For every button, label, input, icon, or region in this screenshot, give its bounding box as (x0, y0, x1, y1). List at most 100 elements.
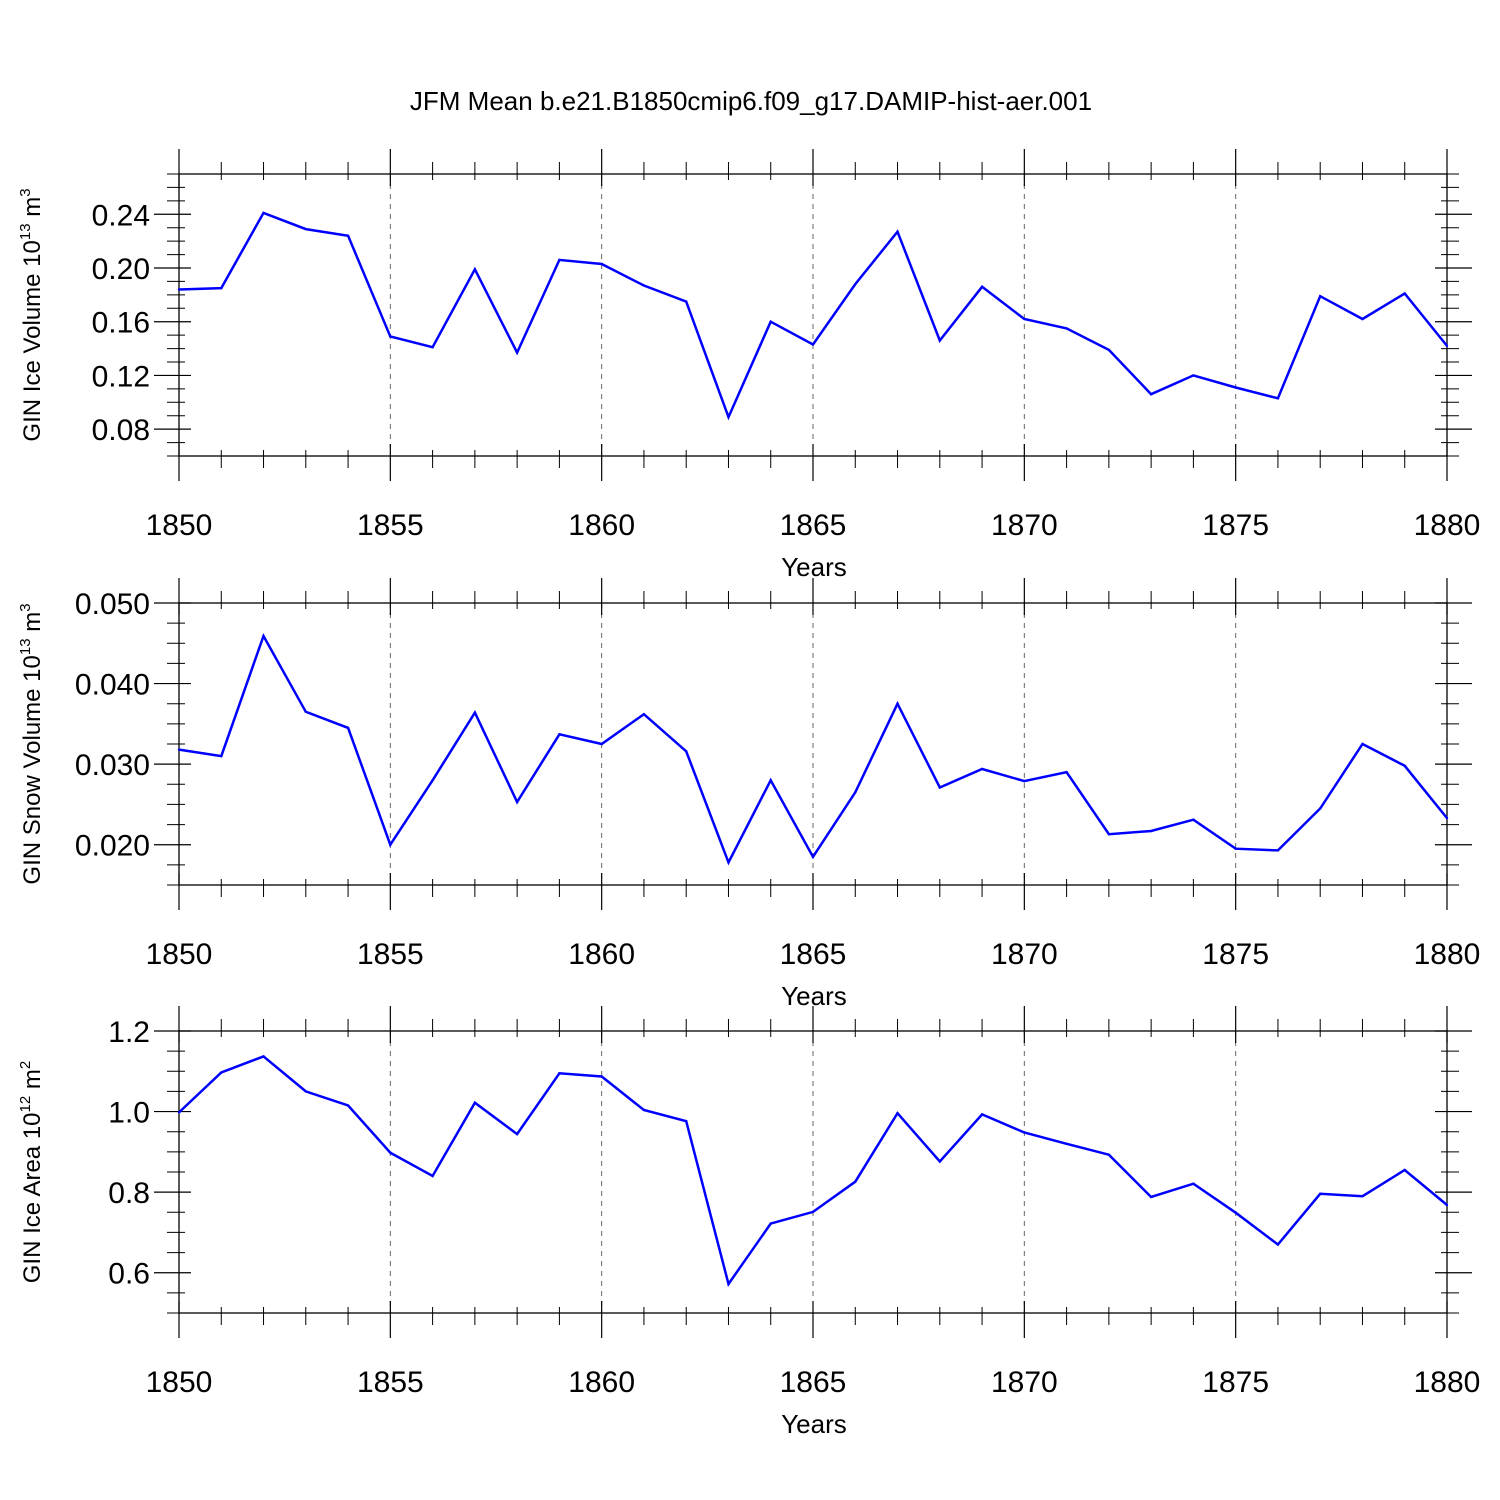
data-point (685, 1120, 688, 1123)
data-point (220, 754, 223, 758)
y-tick-label: 0.050 (75, 588, 150, 621)
x-tick-label: 1860 (568, 509, 635, 542)
data-point (811, 855, 815, 858)
panel-2: 1850 1855 1860 1865 1870 1875 1880 Years 0.020 0.… (17, 578, 1480, 1011)
y-axis-title: GIN Snow Volume 1013 m3 (17, 603, 46, 884)
data-point (854, 282, 857, 286)
data-point (558, 258, 561, 262)
data-point (1065, 1142, 1068, 1146)
x-tick-label: 1875 (1202, 1366, 1269, 1399)
y-tick-label: 0.030 (75, 749, 150, 782)
data-point (1065, 771, 1068, 774)
data-point (1445, 816, 1449, 820)
x-axis-title: Years (781, 552, 847, 582)
data-point (1149, 1195, 1153, 1199)
data-point (262, 211, 265, 215)
data-point (346, 726, 350, 730)
data-point (558, 1072, 561, 1075)
data-point (1149, 829, 1153, 833)
data-point (515, 351, 519, 354)
x-tick-label: 1850 (146, 938, 213, 971)
data-point (854, 1180, 857, 1183)
data-point (1107, 1153, 1111, 1156)
data-point (304, 1090, 307, 1093)
data-point (1403, 764, 1406, 767)
chart-title: JFM Mean b.e21.B1850cmip6.f09_g17.DAMIP-… (410, 86, 1092, 116)
data-point (980, 767, 984, 771)
x-tick-label: 1855 (357, 1366, 424, 1399)
data-point (177, 1111, 181, 1114)
data-point (1403, 1168, 1406, 1172)
data-point (389, 335, 392, 338)
x-tick-label: 1875 (1202, 509, 1269, 542)
data-point (220, 286, 223, 290)
data-point (431, 1174, 434, 1178)
data-point (262, 1055, 265, 1058)
data-point (431, 779, 434, 782)
data-point (1319, 807, 1322, 810)
data-point (769, 1222, 772, 1225)
data-point (1276, 1243, 1280, 1246)
data-point (1234, 847, 1237, 850)
data-point (1192, 818, 1195, 821)
data-point (1023, 317, 1026, 321)
data-point (769, 320, 772, 323)
data-point (980, 285, 984, 288)
x-tick-label: 1870 (991, 938, 1058, 971)
panels: 1850 1855 1860 1865 1870 1875 1880 Years 0.08 0.1… (17, 149, 1480, 1439)
data-point (389, 1151, 392, 1154)
y-tick-label: 0.6 (108, 1258, 150, 1291)
data-point (896, 230, 899, 233)
data-point (938, 1160, 941, 1163)
data-point (727, 861, 730, 864)
x-tick-label: 1855 (357, 938, 424, 971)
y-tick-label: 1.2 (108, 1016, 150, 1049)
y-tick-label: 0.8 (108, 1177, 150, 1210)
data-point (642, 1108, 646, 1112)
y-tick-label: 0.16 (92, 307, 150, 340)
y-axis-title: GIN Ice Area 1012 m2 (17, 1061, 46, 1283)
x-tick-label: 1850 (146, 509, 213, 542)
data-point (1023, 779, 1026, 783)
y-tick-label: 0.20 (92, 253, 150, 286)
data-point (642, 284, 646, 287)
data-point (938, 786, 941, 789)
data-point (515, 800, 519, 804)
x-tick-label: 1865 (780, 509, 847, 542)
data-point (262, 634, 265, 638)
x-tick-label: 1860 (568, 938, 635, 971)
x-tick-label: 1880 (1414, 938, 1481, 971)
data-point (473, 1101, 477, 1104)
data-point (473, 711, 477, 714)
y-tick-label: 1.0 (108, 1097, 150, 1130)
data-point (1023, 1131, 1026, 1134)
x-tick-label: 1865 (780, 1366, 847, 1399)
data-point (854, 791, 857, 794)
data-point (685, 750, 688, 753)
data-point (811, 343, 815, 346)
x-tick-label: 1855 (357, 509, 424, 542)
data-point (1107, 833, 1111, 836)
data-point (938, 339, 941, 342)
x-tick-label: 1865 (780, 938, 847, 971)
data-point (600, 262, 603, 266)
data-point (304, 227, 307, 231)
data-point (769, 779, 772, 782)
x-axis-title: Years (781, 981, 847, 1011)
data-point (1065, 327, 1068, 330)
data-point (220, 1071, 223, 1074)
data-point (1361, 742, 1364, 746)
data-point (1361, 317, 1364, 321)
data-point (177, 288, 181, 291)
x-tick-label: 1870 (991, 1366, 1058, 1399)
data-point (473, 268, 477, 271)
data-point (1234, 1211, 1237, 1214)
series-line (178, 1054, 1448, 1287)
x-tick-label: 1880 (1414, 1366, 1481, 1399)
data-point (177, 748, 181, 751)
x-tick-label: 1875 (1202, 938, 1269, 971)
data-point (515, 1132, 519, 1136)
data-point (431, 346, 434, 349)
data-point (389, 843, 392, 846)
